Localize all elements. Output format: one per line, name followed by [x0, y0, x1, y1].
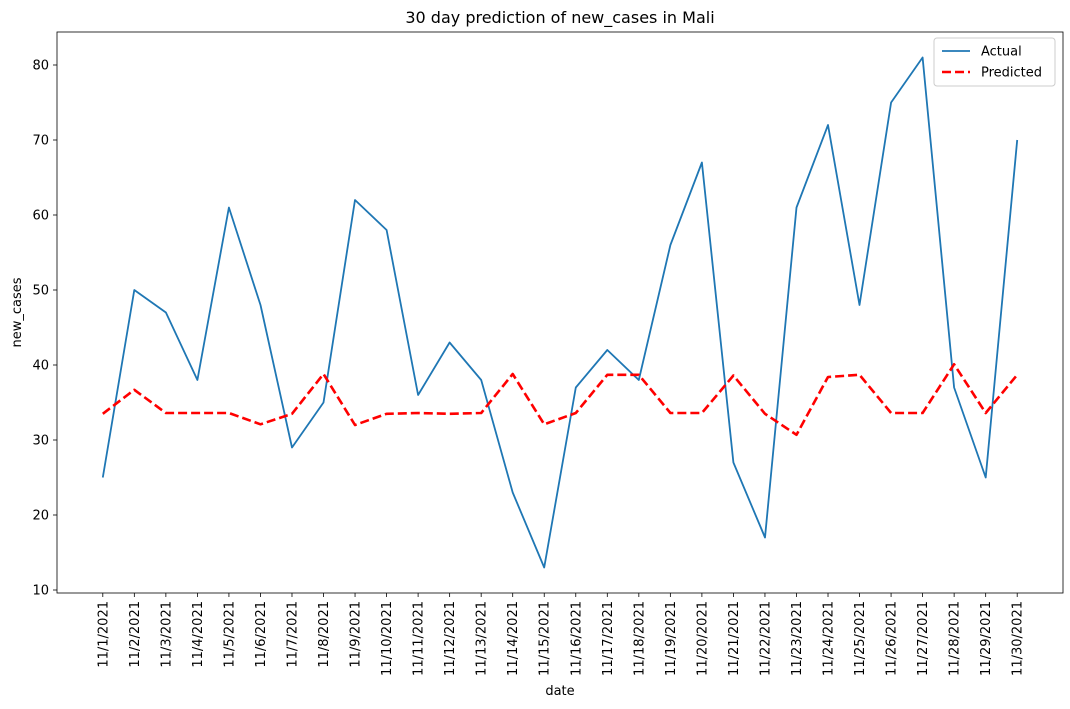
y-tick-label: 30	[32, 434, 49, 449]
x-tick-label: 11/29/2021	[979, 601, 994, 676]
x-tick-label: 11/27/2021	[916, 601, 931, 676]
x-tick-label: 11/23/2021	[790, 601, 805, 676]
y-axis: 10 20 30 40 50 60 70 80	[32, 59, 57, 599]
x-axis: 11/1/2021 11/2/2021 11/3/2021 11/4/2021 11/5…	[96, 593, 1026, 676]
x-tick-label: 11/17/2021	[601, 601, 616, 676]
y-tick-label: 80	[32, 59, 49, 74]
x-tick-label: 11/15/2021	[538, 601, 553, 676]
series-line-actual	[101, 56, 1019, 569]
x-tick-label: 11/12/2021	[443, 601, 458, 676]
x-tick-label: 11/2/2021	[128, 601, 143, 668]
x-tick-label: 11/19/2021	[664, 601, 679, 676]
legend-box	[933, 37, 1056, 87]
y-tick-label: 50	[32, 284, 49, 299]
y-tick-label: 40	[32, 359, 49, 374]
plot-area-frame	[56, 31, 1064, 594]
x-axis-label: date	[545, 684, 574, 699]
y-tick-label: 10	[32, 584, 49, 599]
x-tick-label: 11/18/2021	[632, 601, 647, 676]
legend-label-actual: Actual	[981, 45, 1022, 60]
x-tick-label: 11/28/2021	[948, 601, 963, 676]
y-tick-label: 20	[32, 509, 49, 524]
x-tick-label: 11/30/2021	[1011, 601, 1026, 676]
series-layer	[101, 56, 1019, 569]
x-tick-label: 11/8/2021	[317, 601, 332, 668]
x-tick-label: 11/16/2021	[569, 601, 584, 676]
x-tick-label: 11/25/2021	[853, 601, 868, 676]
x-tick-label: 11/24/2021	[822, 601, 837, 676]
x-tick-label: 11/21/2021	[727, 601, 742, 676]
x-tick-label: 11/5/2021	[222, 601, 237, 668]
x-tick-label: 11/3/2021	[159, 601, 174, 668]
x-tick-label: 11/11/2021	[412, 601, 427, 676]
y-tick-label: 60	[32, 209, 49, 224]
x-tick-label: 11/22/2021	[758, 601, 773, 676]
x-tick-label: 11/26/2021	[885, 601, 900, 676]
legend: Actual Predicted	[933, 37, 1056, 87]
x-tick-label: 11/7/2021	[285, 601, 300, 668]
y-tick-label: 70	[32, 134, 49, 149]
x-tick-label: 11/14/2021	[506, 601, 521, 676]
series-line-predicted	[102, 362, 1019, 437]
y-axis-label: new_cases	[10, 277, 25, 347]
x-tick-label: 11/6/2021	[254, 601, 269, 668]
x-tick-label: 11/9/2021	[349, 601, 364, 668]
chart-title: 30 day prediction of new_cases in Mali	[405, 8, 714, 28]
x-tick-label: 11/13/2021	[475, 601, 490, 676]
x-tick-label: 11/4/2021	[191, 601, 206, 668]
x-tick-label: 11/1/2021	[96, 601, 111, 668]
x-tick-label: 11/20/2021	[695, 601, 710, 676]
legend-label-predicted: Predicted	[981, 66, 1042, 81]
x-tick-label: 11/10/2021	[380, 601, 395, 676]
